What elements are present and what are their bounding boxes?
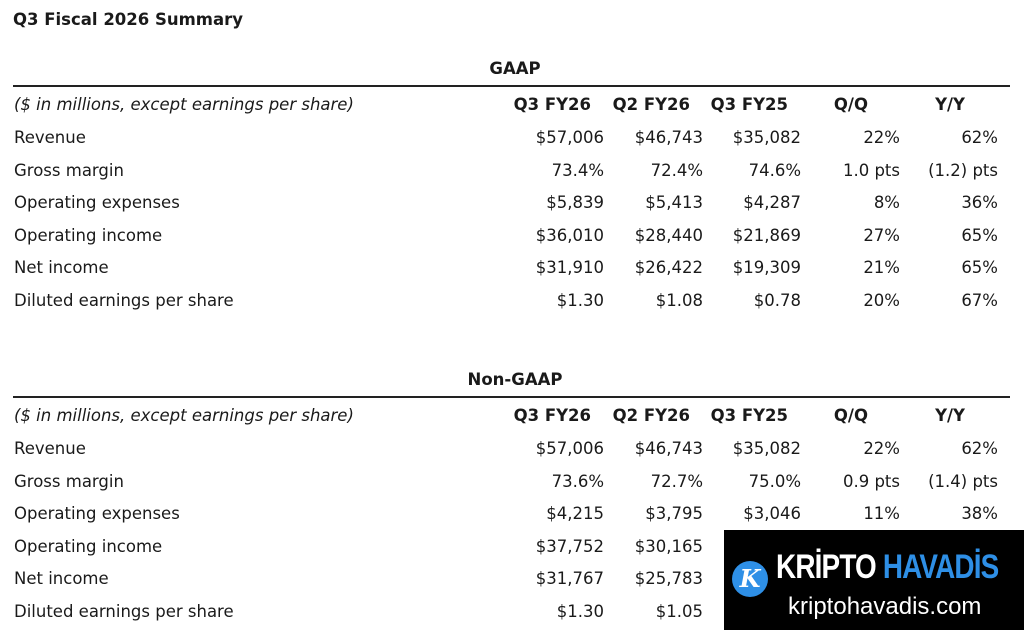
row-label: Operating expenses: [14, 504, 180, 524]
cell-value: $35,082: [732, 128, 801, 147]
row-label: Net income: [14, 258, 109, 278]
row-label: Diluted earnings per share: [14, 291, 234, 310]
cell-value: 74.6%: [748, 160, 801, 180]
cell-value: $3,795: [645, 504, 703, 524]
cell-value: (1.2) pts: [928, 160, 998, 180]
cell-value: $28,440: [634, 225, 703, 245]
cell-value: $35,082: [732, 439, 801, 458]
cell-value: $31,910: [535, 258, 604, 278]
column-header: Q3 FY26: [513, 406, 591, 425]
cell-value: $30,165: [634, 536, 703, 556]
cell-value: $31,767: [535, 569, 604, 589]
nongaap-title: Non-GAAP: [467, 370, 563, 389]
units-note: ($ in millions, except earnings per shar…: [14, 406, 354, 425]
cell-value: 72.4%: [650, 160, 703, 180]
cell-value: 65%: [961, 258, 998, 278]
cell-value: $25,783: [634, 569, 703, 589]
cell-value: 62%: [961, 439, 998, 458]
row-label: Revenue: [14, 128, 86, 147]
column-header: Q2 FY26: [612, 406, 690, 425]
cell-value: 11%: [863, 504, 900, 524]
cell-value: $1.05: [655, 602, 703, 621]
cell-value: 65%: [961, 225, 998, 245]
column-header: Q2 FY26: [612, 95, 690, 114]
cell-value: 1.0 pts: [842, 160, 900, 180]
row-label: Diluted earnings per share: [14, 602, 234, 621]
cell-value: $1.30: [556, 291, 604, 310]
cell-value: $57,006: [535, 128, 604, 147]
cell-value: (1.4) pts: [928, 471, 998, 491]
cell-value: 73.4%: [551, 160, 604, 180]
divider: [13, 85, 1010, 87]
cell-value: 62%: [961, 128, 998, 147]
cell-value: $46,743: [634, 128, 703, 147]
cell-value: $4,287: [743, 193, 801, 213]
column-header: Q/Q: [833, 406, 868, 425]
units-note: ($ in millions, except earnings per shar…: [14, 95, 354, 114]
watermark-url: kriptohavadis.com: [788, 593, 982, 620]
gaap-title: GAAP: [489, 59, 541, 78]
column-header: Q3 FY26: [513, 95, 591, 114]
cell-value: 8%: [873, 193, 900, 213]
cell-value: $0.78: [753, 291, 801, 310]
cell-value: 67%: [961, 291, 998, 310]
cell-value: $36,010: [535, 225, 604, 245]
watermark-logo-icon: K: [732, 561, 768, 597]
cell-value: $4,215: [546, 504, 604, 524]
cell-value: $5,413: [645, 193, 703, 213]
cell-value: 20%: [863, 291, 900, 310]
cell-value: 36%: [961, 193, 998, 213]
cell-value: $19,309: [732, 258, 801, 278]
nongaap-table: Non-GAAP ($ in millions, except earnings…: [0, 369, 1024, 630]
cell-value: $1.08: [655, 291, 703, 310]
cell-value: 21%: [863, 258, 900, 278]
row-label: Operating expenses: [14, 193, 180, 213]
divider: [13, 396, 1010, 398]
cell-value: $46,743: [634, 439, 703, 458]
watermark-brand: KRİPTO HAVADİS: [776, 548, 999, 586]
gaap-table: GAAP ($ in millions, except earnings per…: [0, 58, 1024, 318]
cell-value: $21,869: [732, 225, 801, 245]
row-label: Revenue: [14, 439, 86, 458]
row-label: Operating income: [14, 225, 163, 245]
cell-value: 22%: [863, 128, 900, 147]
row-label: Operating income: [14, 536, 163, 556]
column-header: Q3 FY25: [710, 95, 788, 114]
brand-part-1: KRİPTO: [776, 548, 877, 586]
column-header: Q3 FY25: [710, 406, 788, 425]
row-label: Gross margin: [14, 160, 124, 180]
cell-value: $26,422: [634, 258, 703, 278]
cell-value: $1.30: [556, 602, 604, 621]
cell-value: $3,046: [743, 504, 801, 524]
column-header: Q/Q: [833, 95, 868, 114]
row-label: Net income: [14, 569, 109, 589]
cell-value: $57,006: [535, 439, 604, 458]
cell-value: 75.0%: [748, 471, 801, 491]
column-header: Y/Y: [935, 95, 965, 114]
row-label: Gross margin: [14, 471, 124, 491]
cell-value: 72.7%: [650, 471, 703, 491]
cell-value: 73.6%: [551, 471, 604, 491]
cell-value: $5,839: [546, 193, 604, 213]
column-header: Y/Y: [935, 406, 965, 425]
cell-value: 0.9 pts: [842, 471, 900, 491]
brand-part-2: HAVADİS: [882, 548, 999, 586]
cell-value: 38%: [961, 504, 998, 524]
cell-value: 22%: [863, 439, 900, 458]
watermark: K KRİPTO HAVADİS kriptohavadis.com: [724, 530, 1024, 630]
page-title: Q3 Fiscal 2026 Summary: [13, 10, 244, 29]
cell-value: $37,752: [535, 536, 604, 556]
cell-value: 27%: [863, 225, 900, 245]
